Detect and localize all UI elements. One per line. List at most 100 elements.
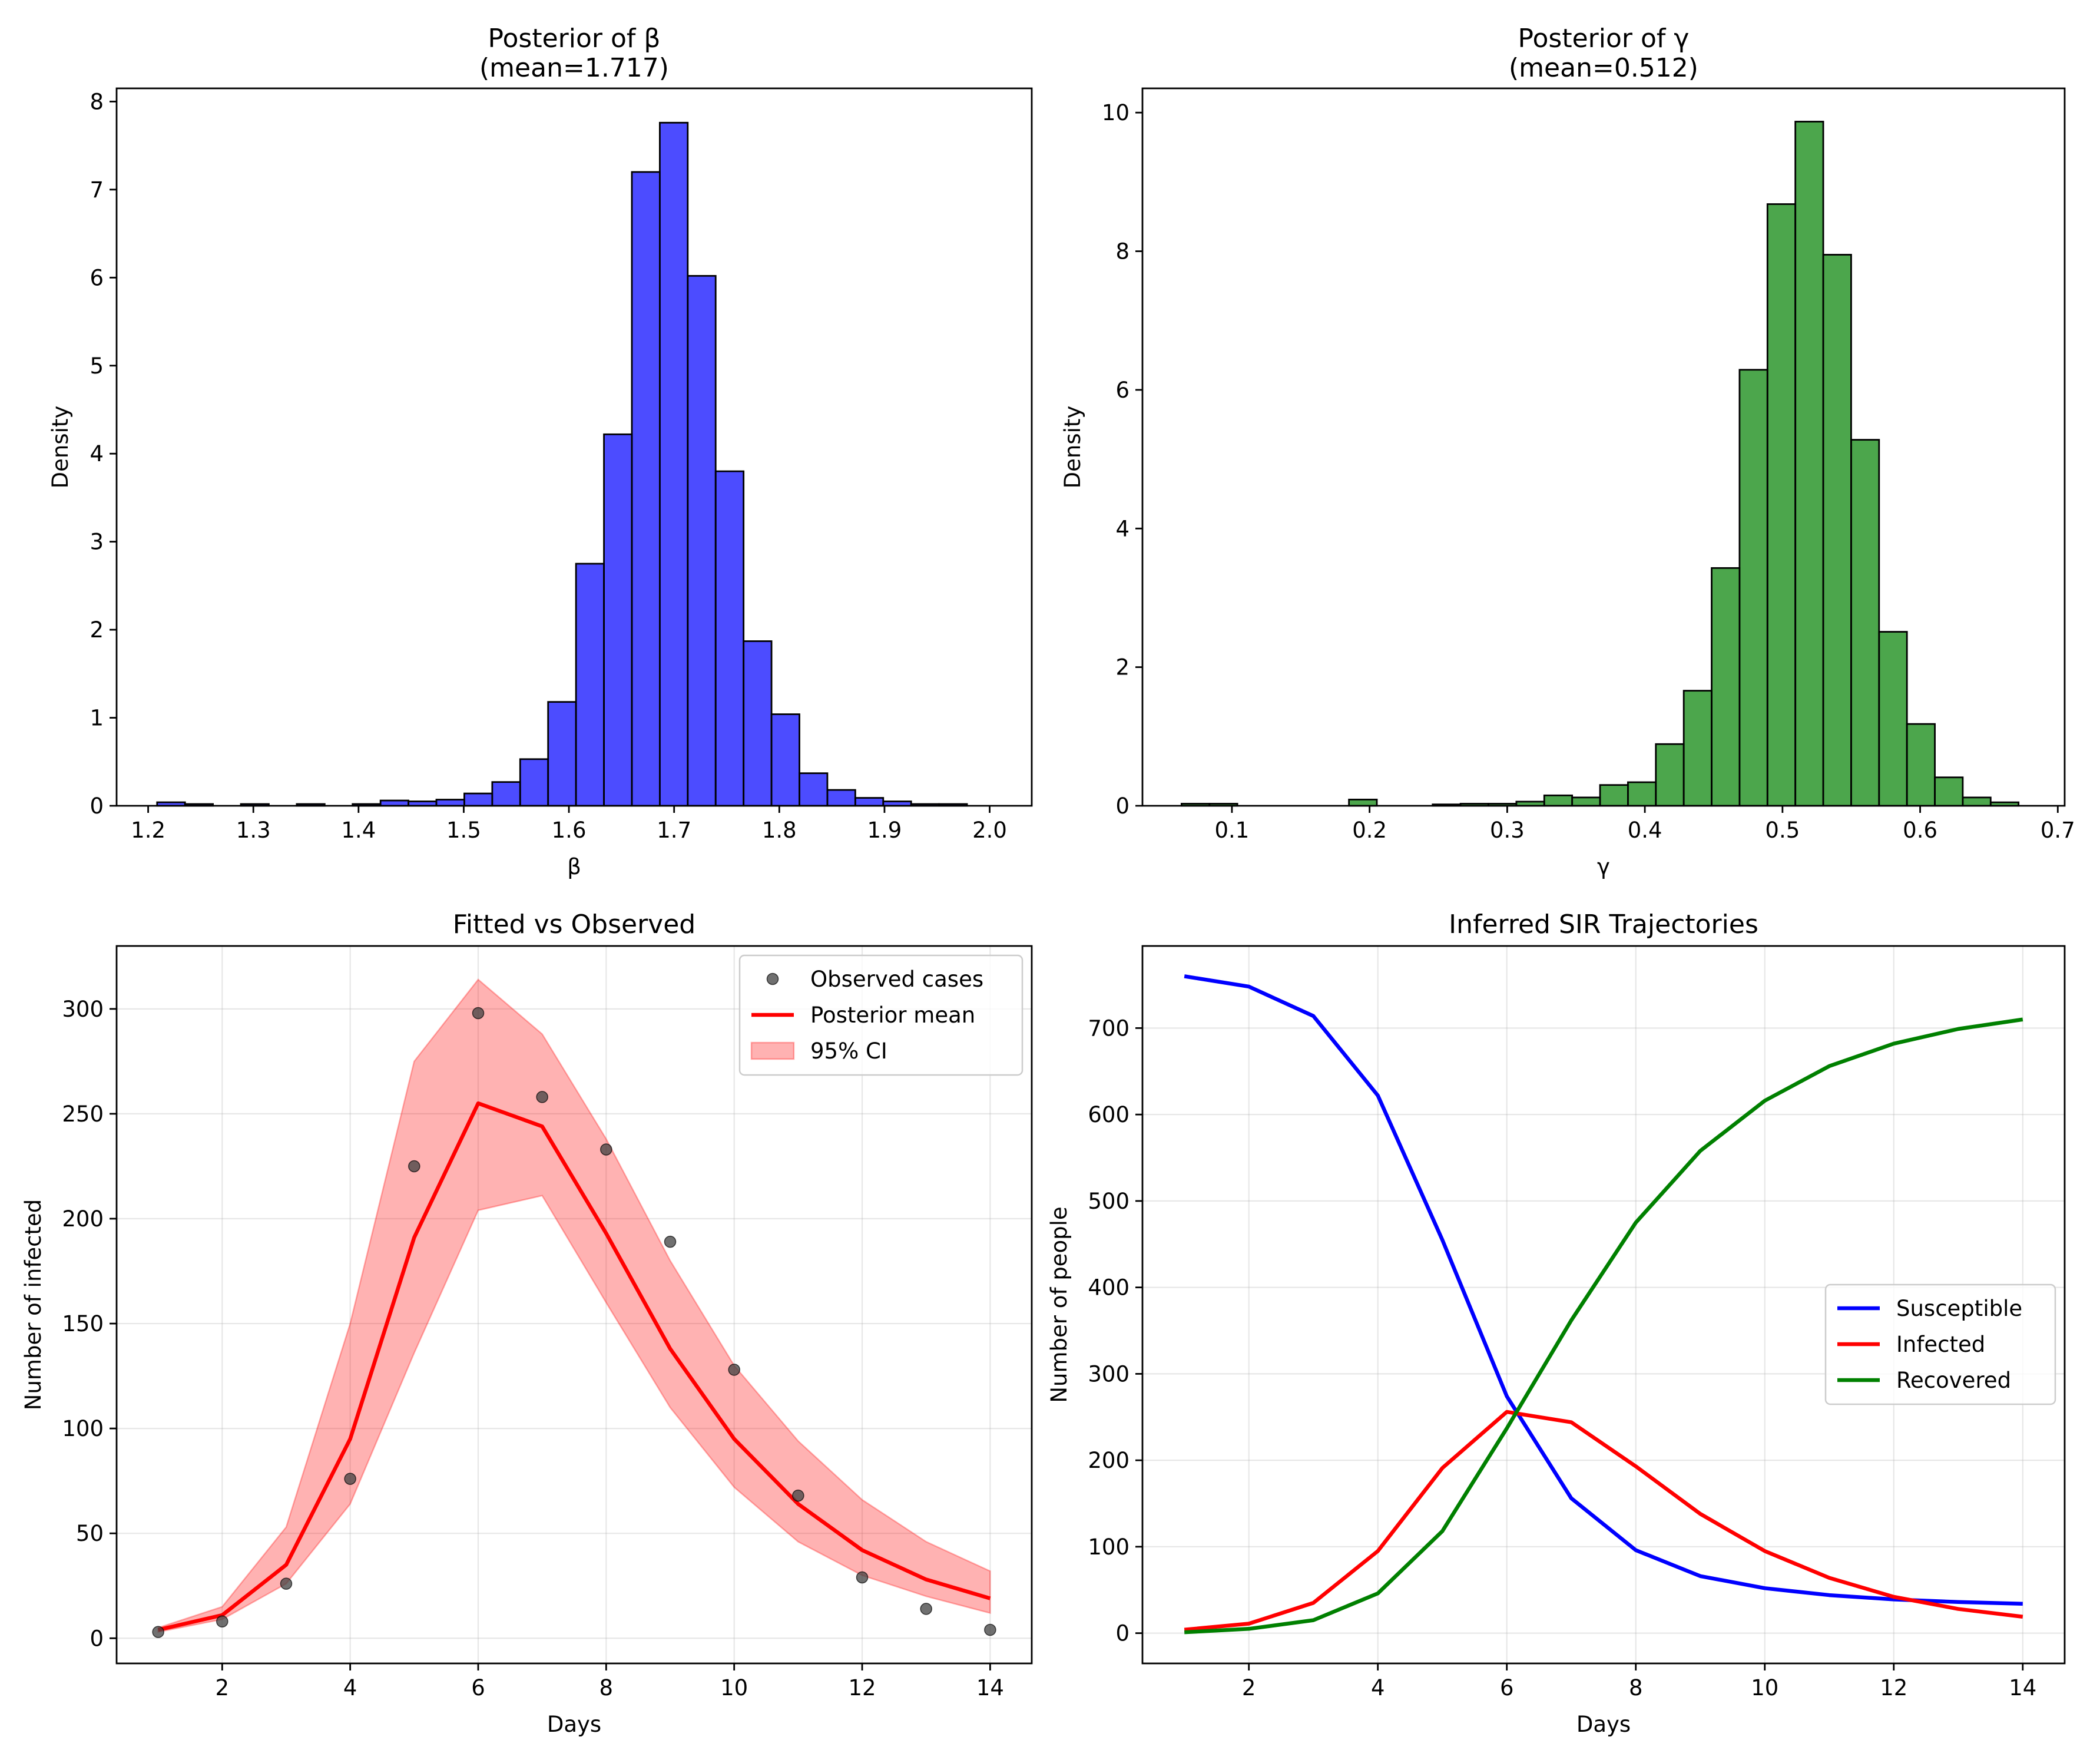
histogram-bar bbox=[603, 433, 633, 807]
histogram-bar bbox=[1878, 631, 1908, 807]
y-tick-label: 7 bbox=[90, 177, 104, 203]
x-axis-label: Days bbox=[1576, 1712, 1631, 1737]
chart-panel-2: 0.1 0.2 0.3 0.4 0.5 0.6 0.7 0 2 4 6 8 10 Posterior of… bbox=[1060, 24, 2075, 879]
y-tick-label: 150 bbox=[62, 1311, 104, 1337]
x-tick-label: 12 bbox=[1880, 1675, 1907, 1701]
x-tick-label: 1.9 bbox=[867, 818, 902, 843]
legend-entry-label: Susceptible bbox=[1896, 1296, 2022, 1321]
y-tick-label: 2 bbox=[90, 617, 104, 643]
histogram-bar bbox=[1934, 776, 1964, 807]
histogram-bar bbox=[1906, 723, 1936, 807]
y-tick-label: 0 bbox=[90, 1626, 104, 1651]
y-tick-label: 200 bbox=[62, 1206, 104, 1232]
observed-point bbox=[664, 1235, 677, 1248]
legend-entry-label: Posterior mean bbox=[810, 1003, 975, 1028]
histogram-bar bbox=[1571, 796, 1601, 807]
x-tick-label: 0.6 bbox=[1903, 818, 1937, 843]
series-line-susceptible bbox=[1184, 974, 2023, 1606]
observed-point bbox=[792, 1489, 804, 1502]
chart-title: Fitted vs Observed bbox=[453, 909, 695, 939]
y-tick-label: 250 bbox=[62, 1101, 104, 1127]
histogram-bar bbox=[854, 797, 885, 807]
observed-point bbox=[600, 1143, 612, 1156]
x-tick-label: 4 bbox=[343, 1675, 357, 1701]
chart-panel-4: 2 4 6 8 10 12 14 0 100 200 300 400 500 600 700 Inferred… bbox=[1046, 909, 2066, 1737]
observed-point bbox=[344, 1473, 356, 1485]
x-axis-label: γ bbox=[1597, 854, 1610, 879]
x-tick-label: 12 bbox=[848, 1675, 876, 1701]
y-tick-label: 100 bbox=[1088, 1534, 1130, 1560]
y-axis-label: Number of people bbox=[1046, 1206, 1072, 1402]
legend-entry-label: Recovered bbox=[1896, 1368, 2011, 1393]
y-tick-label: 100 bbox=[62, 1416, 104, 1441]
chart-title-line: Posterior of β bbox=[488, 24, 661, 54]
axes-frame bbox=[115, 87, 1033, 807]
x-tick-label: 14 bbox=[2009, 1675, 2036, 1701]
histogram-bar bbox=[463, 792, 493, 807]
series-line-infected bbox=[1184, 1410, 2023, 1632]
observed-point bbox=[920, 1603, 932, 1615]
axes-frame bbox=[1141, 945, 2066, 1665]
y-axis-label: Density bbox=[1060, 406, 1085, 489]
x-tick-label: 1.4 bbox=[341, 818, 376, 843]
histogram-bar bbox=[743, 640, 773, 807]
series-line-posterior-mean bbox=[157, 1101, 991, 1632]
histogram-bar bbox=[799, 772, 829, 807]
legend: Susceptible Infected Recovered bbox=[1824, 1283, 2056, 1405]
observed-point bbox=[728, 1364, 740, 1376]
chart-panel-1: 1.2 1.3 1.4 1.5 1.6 1.7 1.8 1.9 2.0 0 1 2 3 4 5 6 7 8 Post… bbox=[48, 24, 1033, 879]
axes-frame bbox=[115, 945, 1033, 1665]
x-axis-label: β bbox=[567, 854, 581, 879]
observed-point bbox=[216, 1615, 228, 1628]
histogram-bar bbox=[1822, 254, 1852, 807]
x-tick-label: 0.3 bbox=[1490, 818, 1525, 843]
x-tick-label: 0.2 bbox=[1352, 818, 1387, 843]
observed-point bbox=[472, 1007, 485, 1020]
x-tick-label: 1.8 bbox=[762, 818, 797, 843]
x-tick-label: 2 bbox=[1242, 1675, 1256, 1701]
histogram-bar bbox=[1627, 781, 1657, 807]
y-axis-label: Number of infected bbox=[21, 1199, 46, 1410]
x-tick-label: 4 bbox=[1371, 1675, 1385, 1701]
y-tick-label: 2 bbox=[1115, 655, 1130, 680]
x-tick-label: 1.7 bbox=[657, 818, 691, 843]
x-tick-label: 6 bbox=[1500, 1675, 1514, 1701]
histogram-bar bbox=[1850, 439, 1880, 807]
x-tick-label: 0.1 bbox=[1215, 818, 1250, 843]
y-tick-label: 50 bbox=[76, 1521, 104, 1546]
observed-point bbox=[408, 1160, 420, 1173]
y-tick-label: 0 bbox=[90, 793, 104, 819]
y-tick-label: 0 bbox=[1115, 1621, 1130, 1646]
histogram-bar bbox=[714, 470, 745, 807]
y-axis-label: Density bbox=[48, 406, 73, 489]
x-tick-label: 1.3 bbox=[236, 818, 271, 843]
x-tick-label: 1.2 bbox=[131, 818, 165, 843]
y-tick-label: 600 bbox=[1088, 1102, 1130, 1127]
x-tick-label: 8 bbox=[599, 1675, 614, 1701]
y-tick-label: 5 bbox=[90, 353, 104, 379]
chart-title-line: (mean=0.512) bbox=[1509, 53, 1698, 83]
chart-title-line: Fitted vs Observed bbox=[453, 909, 695, 939]
chart-title-line: (mean=1.717) bbox=[479, 53, 669, 83]
chart-title: Inferred SIR Trajectories bbox=[1449, 909, 1758, 939]
legend-patch-ci bbox=[750, 1041, 795, 1060]
x-axis-label: Days bbox=[547, 1712, 601, 1737]
legend-entry-label: 95% CI bbox=[810, 1038, 887, 1064]
observed-point bbox=[536, 1091, 548, 1103]
histogram-bar bbox=[1348, 799, 1378, 807]
chart-panel-3: 2 4 6 8 10 12 14 0 50 100 150 200 250 300 Fitted vs Ob… bbox=[21, 909, 1033, 1737]
histogram-bar bbox=[435, 799, 465, 807]
legend-entry-label: Infected bbox=[1896, 1332, 1985, 1357]
x-tick-label: 0.5 bbox=[1765, 818, 1800, 843]
x-tick-label: 2 bbox=[216, 1675, 230, 1701]
y-tick-label: 1 bbox=[90, 706, 104, 731]
chart-title: Posterior of γ (mean=0.512) bbox=[1509, 24, 1698, 83]
y-tick-label: 4 bbox=[90, 441, 104, 467]
x-tick-label: 10 bbox=[1751, 1675, 1778, 1701]
y-tick-label: 400 bbox=[1088, 1275, 1130, 1301]
y-tick-label: 6 bbox=[90, 265, 104, 290]
y-tick-label: 300 bbox=[62, 997, 104, 1022]
histogram-bar bbox=[1738, 369, 1768, 807]
chart-title-line: Posterior of γ bbox=[1518, 24, 1690, 54]
